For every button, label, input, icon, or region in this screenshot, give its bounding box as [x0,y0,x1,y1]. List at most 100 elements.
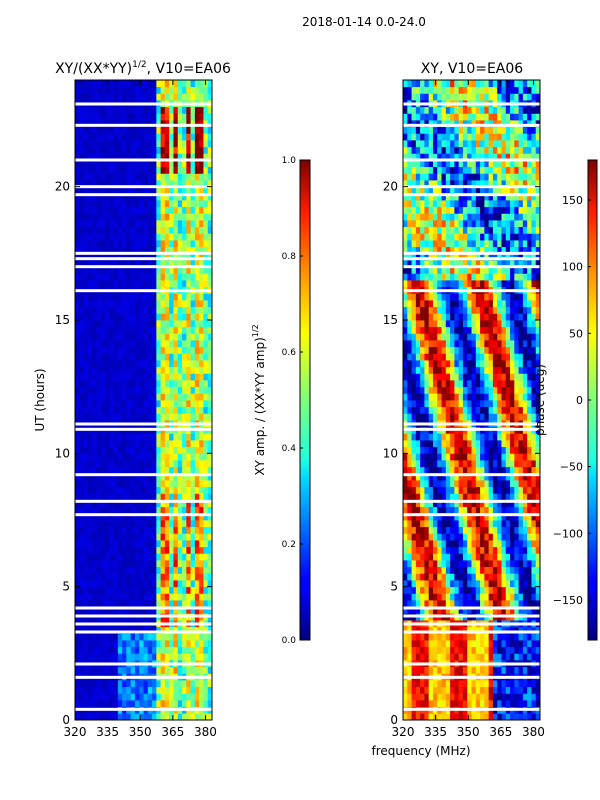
phase-heatmap-cell [475,506,481,514]
phase-heatmap-cell [462,340,468,348]
amplitude-heatmap-cell [156,93,162,101]
phase-heatmap-cell [403,540,408,548]
amplitude-heatmap-cell [164,446,170,454]
amplitude-heatmap-cell [113,260,119,268]
phase-heatmap-cell [480,686,485,694]
phase-heatmap-cell [514,586,519,594]
phase-heatmap-cell [471,666,477,674]
amplitude-heatmap-cell [156,440,162,448]
amplitude-heatmap-cell [87,466,93,474]
phase-heatmap-cell [424,653,430,661]
amplitude-heatmap-cell [87,380,93,388]
phase-heatmap-cell [420,593,425,601]
phase-heatmap-cell [471,593,477,601]
amplitude-heatmap-cell [96,540,102,548]
amplitude-heatmap-cell [177,433,183,441]
phase-heatmap-cell [445,560,451,568]
phase-heatmap-cell [411,700,417,708]
amplitude-heatmap-cell [190,493,196,501]
amplitude-heatmap-cell [160,266,166,274]
phase-heatmap-cell [415,646,421,654]
phase-heatmap-cell [497,440,502,448]
amplitude-heatmap-cell [117,166,123,174]
amplitude-heatmap-cell [79,240,84,248]
amplitude-heatmap-cell [164,586,170,594]
phase-heatmap-cell [480,566,485,574]
phase-heatmap-cell [522,633,528,641]
phase-heatmap-cell [501,693,507,701]
amplitude-heatmap-cell [96,333,102,341]
amplitude-heatmap-cell [160,220,166,228]
amplitude-heatmap-cell [130,686,136,694]
amplitude-heatmap-cell [169,526,174,534]
amplitude-heatmap-cell [134,493,140,501]
phase-heatmap-cell [522,440,528,448]
amplitude-heatmap-cell [182,493,187,501]
phase-heatmap-cell [505,533,511,541]
phase-heatmap-cell [497,353,502,361]
amplitude-heatmap-cell [203,406,209,414]
phase-heatmap-cell [480,700,485,708]
phase-heatmap-cell [441,340,447,348]
amplitude-heatmap-cell [122,560,127,568]
amplitude-heatmap-cell [173,693,179,701]
phase-heatmap-cell [497,340,502,348]
amplitude-heatmap-cell [199,280,204,288]
amplitude-heatmap-cell [203,246,209,254]
phase-heatmap-cell [510,373,515,381]
phase-heatmap-cell [484,560,490,568]
phase-heatmap-cell [415,380,421,388]
phase-heatmap-cell [411,346,417,354]
phase-heatmap-cell [415,453,421,461]
phase-heatmap-cell [510,633,515,641]
phase-heatmap-cell [445,713,451,721]
amplitude-heatmap-cell [96,313,102,321]
amplitude-heatmap-cell [134,340,140,348]
amplitude-heatmap-cell [139,460,144,468]
amplitude-heatmap-cell [169,606,174,614]
phase-heatmap-cell [403,506,408,514]
phase-heatmap-cell [475,466,481,474]
phase-heatmap-cell [424,480,430,488]
phase-heatmap-cell [424,500,430,508]
phase-heatmap-cell [471,526,477,534]
amplitude-heatmap-cell [79,506,84,514]
phase-heatmap-cell [467,493,472,501]
phase-heatmap-cell [415,373,421,381]
amplitude-heatmap-cell [169,246,174,254]
amplitude-heatmap-cell [109,306,114,314]
amplitude-heatmap-cell [83,686,89,694]
phase-heatmap-cell [527,546,532,554]
phase-heatmap-cell [471,400,477,408]
amplitude-heatmap-cell [199,700,204,708]
phase-heatmap-cell [492,373,498,381]
phase-heatmap-cell [411,580,417,588]
phase-heatmap-cell [445,566,451,574]
phase-heatmap-cell [484,393,490,401]
phase-heatmap-cell [522,520,528,528]
amplitude-heatmap-cell [87,206,93,214]
phase-heatmap-cell [420,346,425,354]
amplitude-heatmap-cell [147,326,153,334]
phase-heatmap-cell [445,500,451,508]
amplitude-heatmap-cell [207,493,213,501]
amplitude-heatmap-cell [190,140,196,148]
phase-heatmap-cell [467,446,472,454]
phase-heatmap-cell [535,486,541,494]
amplitude-heatmap-cell [173,666,179,674]
phase-heatmap-cell [441,453,447,461]
amplitude-heatmap-cell [194,80,200,88]
phase-heatmap-cell [411,360,417,368]
amplitude-heatmap-cell [182,560,187,568]
amplitude-heatmap-cell [126,486,132,494]
amplitude-heatmap-cell [190,393,196,401]
amplitude-heatmap-cell [143,493,149,501]
phase-heatmap-cell [458,586,464,594]
phase-heatmap-cell [518,340,524,348]
phase-heatmap-cell [403,633,408,641]
phase-heatmap-cell [420,580,425,588]
phase-heatmap-cell [480,520,485,528]
phase-heatmap-cell [480,446,485,454]
amplitude-heatmap-cell [147,306,153,314]
phase-heatmap-cell [484,406,490,414]
